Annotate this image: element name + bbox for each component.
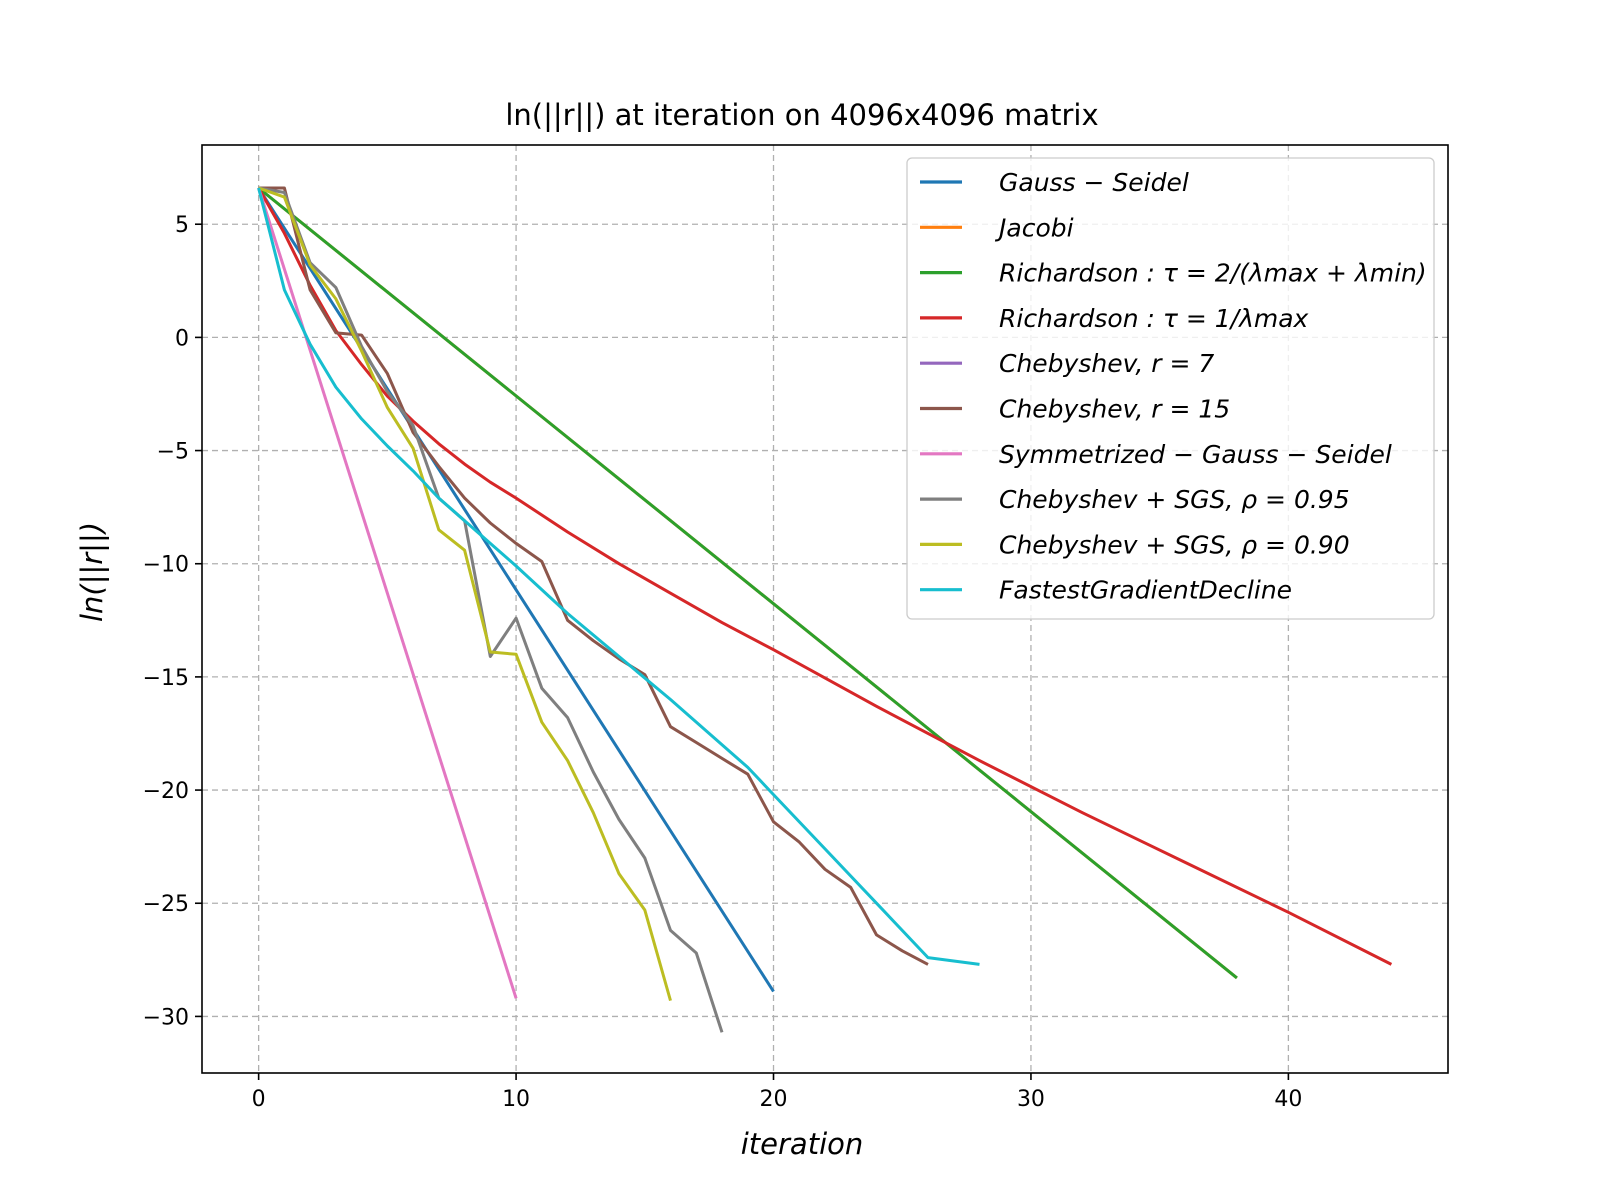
series-line-chebyshev-sgs-0-90: [258, 186, 672, 1002]
y-tick-label: −20: [143, 779, 189, 804]
legend-box: [906, 157, 1435, 620]
series-line-gauss-seidel: [257, 187, 775, 993]
x-tick-label: 30: [1017, 1087, 1045, 1112]
x-tick-label: 10: [502, 1087, 530, 1112]
legend-label: Jacobi: [994, 213, 1074, 242]
y-tick-label: 5: [175, 213, 189, 238]
legend-label: Richardson : τ = 1/λmax: [999, 304, 1309, 333]
legend-label: Richardson : τ = 2/(λmax + λmin): [999, 259, 1427, 288]
legend-items: Gauss − Seidel Jacobi Richardson : τ = 2/(…: [920, 168, 1427, 605]
y-tick-label: −5: [157, 440, 189, 465]
y-axis-label: ln(||r||): [75, 522, 109, 622]
y-tick-label: −15: [143, 666, 189, 691]
legend: Gauss − Seidel Jacobi Richardson : τ = 2/(…: [906, 157, 1435, 620]
x-tick-label: 40: [1274, 1087, 1302, 1112]
plot-frame: [201, 144, 1449, 1074]
series-lines: [257, 186, 1393, 1033]
legend-label: FastestGradientDecline: [999, 576, 1292, 605]
legend-label: Chebyshev, r = 7: [999, 349, 1214, 378]
series-line-richardson-1-max: [257, 187, 1393, 966]
legend-label: Symmetrized − Gauss − Seidel: [999, 440, 1392, 469]
legend-label: Chebyshev, r = 15: [999, 395, 1230, 424]
legend-label: Gauss − Seidel: [999, 168, 1189, 197]
legend-label: Chebyshev + SGS, ρ = 0.90: [999, 530, 1350, 559]
series-line-richardson-2-max-min: [257, 186, 1238, 980]
y-tick-label: 0: [175, 326, 189, 351]
chart-title: ln(||r||) at iteration on 4096x4096 matr…: [505, 98, 1098, 132]
series-line-chebyshev-r-15: [258, 186, 929, 966]
series-line-fastestgradientdecline: [257, 187, 980, 966]
series-line-chebyshev-sgs-0-95: [258, 186, 724, 1033]
y-tick-label: −30: [143, 1005, 189, 1030]
y-tick-label: −10: [143, 553, 189, 578]
x-axis-label: iteration: [741, 1127, 864, 1161]
x-tick-label: 0: [252, 1087, 266, 1112]
legend-label: Chebyshev + SGS, ρ = 0.95: [999, 485, 1350, 514]
y-tick-label: −25: [143, 892, 189, 917]
x-tick-label: 20: [760, 1087, 788, 1112]
